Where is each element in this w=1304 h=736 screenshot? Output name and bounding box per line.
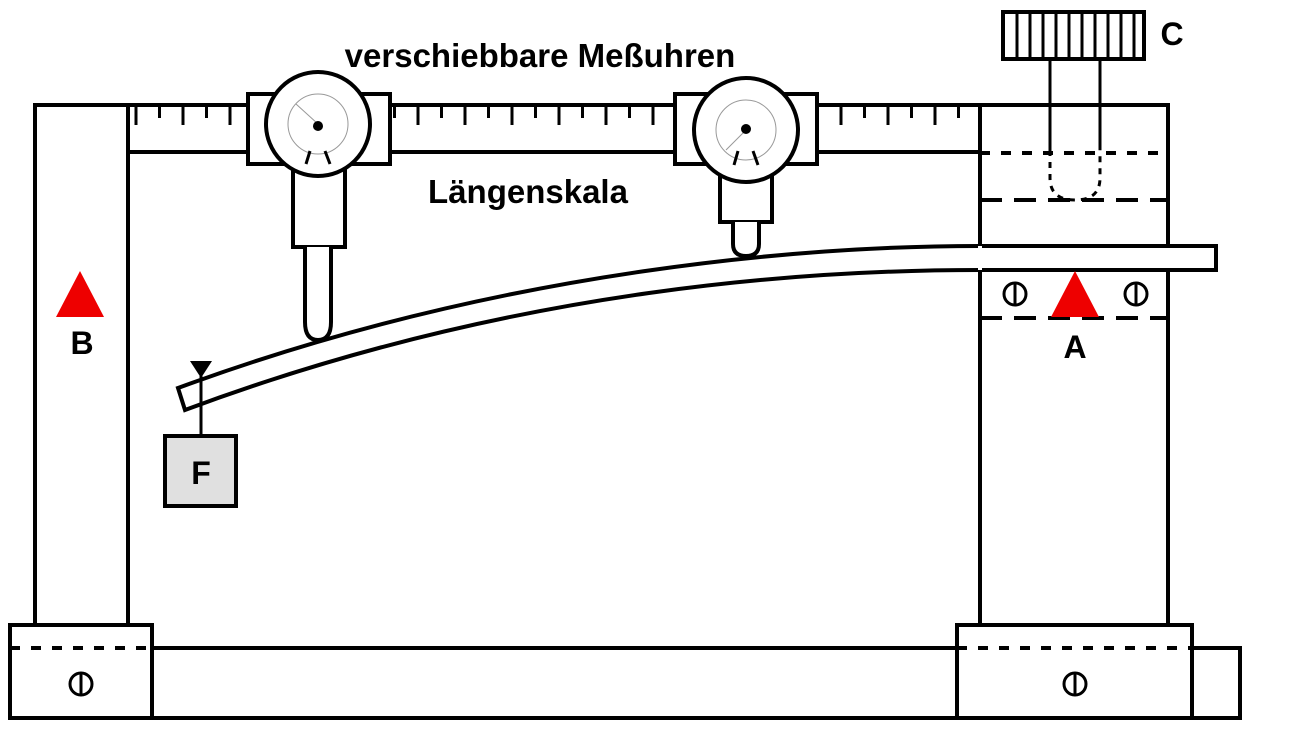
force-label: F <box>191 455 211 491</box>
triangle-marker-icon <box>1051 271 1099 317</box>
screw-icon <box>68 671 94 697</box>
triangle-marker-icon <box>56 271 104 317</box>
point-b-label: B <box>70 325 93 361</box>
dial-gauges-label: verschiebbare Meßuhren <box>345 37 736 74</box>
right-clamp-block <box>978 103 1170 627</box>
length-scale-label: Längenskala <box>428 173 629 210</box>
left-post <box>33 103 130 627</box>
point-a-label: A <box>1063 329 1086 365</box>
adjustment-knob-c <box>1001 10 1146 202</box>
dial-gauge-2 <box>673 76 819 259</box>
load-hanger <box>163 361 238 508</box>
dial-gauge-1 <box>246 70 392 343</box>
screw-icon <box>1002 281 1028 307</box>
bent-beam <box>175 244 1218 413</box>
screw-icon <box>1062 671 1088 697</box>
screw-icon <box>1123 281 1149 307</box>
right-foot <box>955 623 1194 720</box>
weight-box <box>163 434 238 508</box>
down-triangle-icon <box>190 361 212 378</box>
scale-ticks <box>134 105 960 125</box>
knurled-knob-icon <box>1001 10 1146 61</box>
point-c-label: C <box>1160 16 1183 52</box>
